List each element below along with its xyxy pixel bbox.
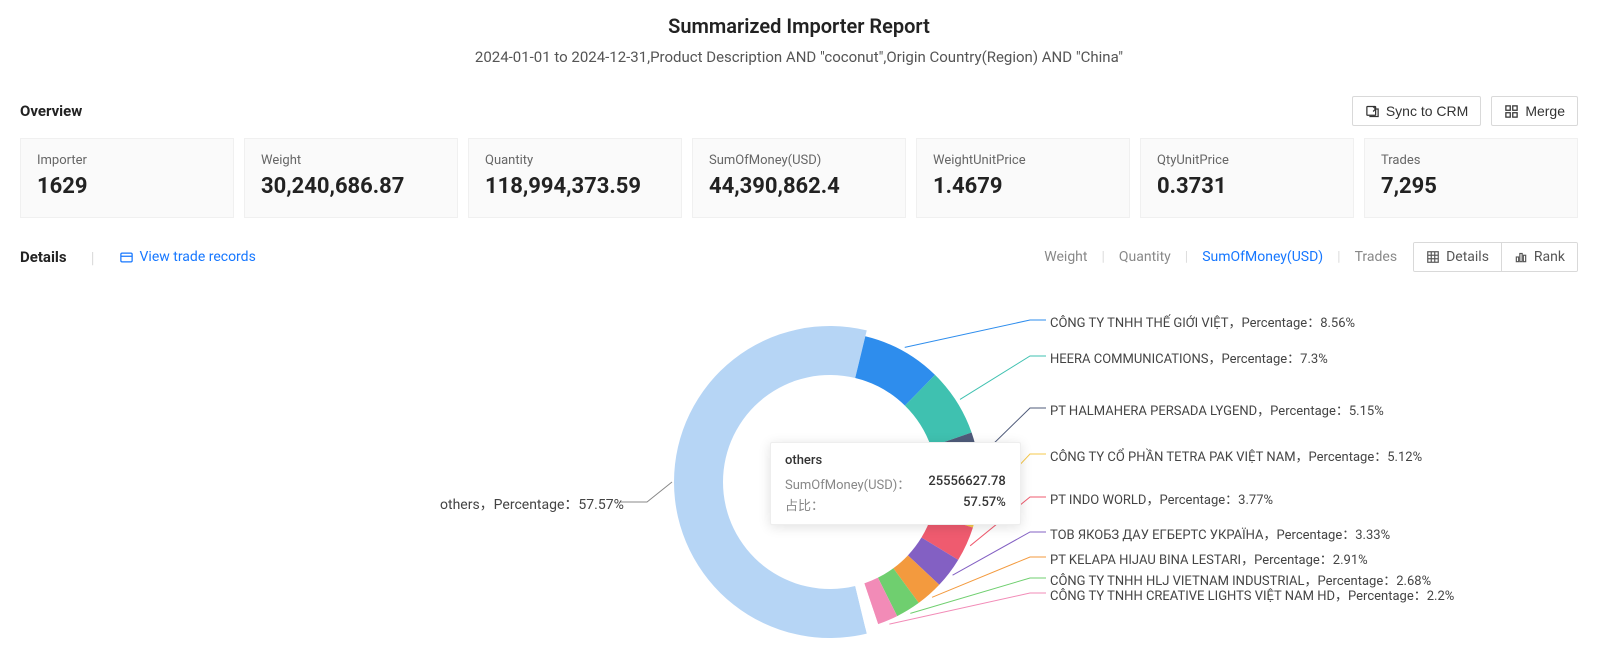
metric-tab[interactable]: Quantity	[1119, 249, 1171, 265]
tooltip-key: SumOfMoney(USD)：	[785, 474, 910, 493]
overview-header: Overview Sync to CRM Merge	[20, 96, 1578, 126]
donut-chart: others，Percentage：57.57% CÔNG TY TNHH THẾ…	[20, 292, 1578, 662]
chart-tooltip: others SumOfMoney(USD)： 25556627.78 占比： 57.5…	[770, 442, 1021, 525]
stat-card: Quantity 118,994,373.59	[468, 138, 682, 218]
stat-label: QtyUnitPrice	[1157, 153, 1337, 168]
view-toggle: Details Rank	[1413, 242, 1578, 272]
view-trade-records-link[interactable]: View trade records	[119, 249, 256, 265]
stat-value: 44,390,862.4	[709, 174, 889, 199]
slice-label-right: CÔNG TY CỔ PHẦN TETRA PAK VIỆT NAM，Perce…	[1050, 446, 1422, 465]
rank-icon	[1514, 250, 1528, 264]
donut-slice[interactable]	[855, 336, 935, 405]
tooltip-key: 占比：	[785, 495, 824, 514]
donut-slice[interactable]	[893, 555, 939, 603]
metric-tab[interactable]: Weight	[1044, 249, 1087, 265]
stat-value: 30,240,686.87	[261, 174, 441, 199]
view-rank-button[interactable]: Rank	[1502, 243, 1577, 271]
view-details-label: Details	[1446, 249, 1489, 265]
slice-label-right: PT INDO WORLD，Percentage：3.77%	[1050, 489, 1273, 508]
tooltip-row: 占比： 57.57%	[785, 495, 1006, 514]
stat-label: WeightUnitPrice	[933, 153, 1113, 168]
overview-actions: Sync to CRM Merge	[1352, 96, 1578, 126]
divider: |	[91, 248, 95, 267]
divider: |	[1185, 249, 1188, 265]
stat-card: Weight 30,240,686.87	[244, 138, 458, 218]
slice-label-right: PT HALMAHERA PERSADA LYGEND，Percentage：5…	[1050, 400, 1384, 419]
slice-label-right: HEERA COMMUNICATIONS，Percentage：7.3%	[1050, 348, 1328, 367]
donut-slice[interactable]	[908, 538, 958, 585]
view-rank-label: Rank	[1534, 249, 1565, 265]
donut-slice[interactable]	[855, 583, 878, 627]
merge-label: Merge	[1525, 103, 1565, 119]
slice-label-left: others，Percentage：57.57%	[440, 494, 624, 514]
divider: |	[1101, 249, 1104, 265]
stat-card: SumOfMoney(USD) 44,390,862.4	[692, 138, 906, 218]
stat-value: 1629	[37, 174, 217, 199]
stat-value: 7,295	[1381, 174, 1561, 199]
sync-icon	[1365, 104, 1380, 119]
connector-line	[889, 593, 1046, 624]
slice-label-right: PT KELAPA HIJAU BINA LESTARI，Percentage：…	[1050, 549, 1368, 568]
metric-tab[interactable]: Trades	[1355, 249, 1397, 265]
stat-label: Trades	[1381, 153, 1561, 168]
stats-row: Importer 1629 Weight 30,240,686.87 Quantity 1…	[20, 138, 1578, 218]
stat-label: Importer	[37, 153, 217, 168]
view-details-button[interactable]: Details	[1414, 243, 1502, 271]
slice-label-right: CÔNG TY TNHH THẾ GIỚI VIỆT，Percentage：8.…	[1050, 312, 1355, 331]
stat-card: Trades 7,295	[1364, 138, 1578, 218]
sync-to-crm-button[interactable]: Sync to CRM	[1352, 96, 1481, 126]
details-header: Details | View trade records Weight | Quan…	[20, 242, 1578, 272]
stat-card: Importer 1629	[20, 138, 234, 218]
metric-tab[interactable]: SumOfMoney(USD)	[1202, 249, 1323, 265]
stat-card: WeightUnitPrice 1.4679	[916, 138, 1130, 218]
grid-icon	[1426, 250, 1440, 264]
records-icon	[119, 250, 134, 265]
page-subtitle: 2024-01-01 to 2024-12-31,Product Descrip…	[20, 48, 1578, 66]
metric-tabs: Weight | Quantity | SumOfMoney(USD) | Trades	[1044, 249, 1397, 265]
connector-line	[953, 532, 1046, 575]
connector-line	[620, 482, 672, 502]
stat-card: QtyUnitPrice 0.3731	[1140, 138, 1354, 218]
tooltip-row: SumOfMoney(USD)： 25556627.78	[785, 474, 1006, 493]
view-trade-records-label: View trade records	[140, 249, 256, 265]
connector-line	[960, 356, 1046, 399]
stat-value: 1.4679	[933, 174, 1113, 199]
donut-slice[interactable]	[905, 375, 972, 447]
stat-label: SumOfMoney(USD)	[709, 153, 889, 168]
slice-label-right: CÔNG TY TNHH CREATIVE LIGHTS VIỆT NAM HD…	[1050, 585, 1454, 604]
stat-value: 118,994,373.59	[485, 174, 665, 199]
merge-button[interactable]: Merge	[1491, 96, 1578, 126]
page-title: Summarized Importer Report	[20, 14, 1578, 38]
connector-line	[910, 578, 1046, 613]
connector-line	[932, 557, 1046, 597]
overview-label: Overview	[20, 102, 82, 120]
merge-icon	[1504, 104, 1519, 119]
tooltip-title: others	[785, 453, 1006, 468]
stat-label: Quantity	[485, 153, 665, 168]
stat-value: 0.3731	[1157, 174, 1337, 199]
tooltip-value: 57.57%	[963, 495, 1006, 514]
details-label: Details	[20, 248, 67, 266]
stat-label: Weight	[261, 153, 441, 168]
donut-slice[interactable]	[878, 568, 919, 616]
sync-to-crm-label: Sync to CRM	[1386, 103, 1468, 119]
divider: |	[1337, 249, 1340, 265]
donut-slice[interactable]	[864, 578, 897, 624]
connector-line	[905, 320, 1046, 347]
slice-label-right: ТОВ ЯКОБЗ ДАУ ЕГБЕРТС УКРАЇНА，Percentage…	[1050, 524, 1390, 543]
tooltip-value: 25556627.78	[928, 474, 1006, 493]
